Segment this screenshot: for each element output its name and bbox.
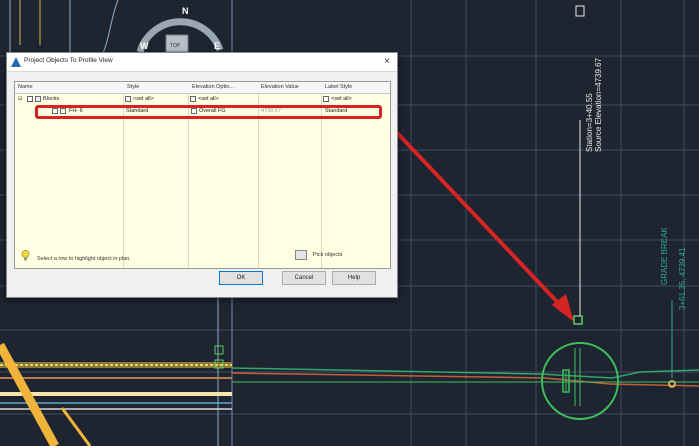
lightbulb-icon (21, 250, 30, 261)
column-header-label-style[interactable]: Label Style (325, 84, 353, 90)
cancel-button[interactable]: Cancel (282, 271, 326, 285)
block-icon (35, 96, 41, 102)
table-row[interactable]: FH- 6 Standard Overall FG 4739.67' Stand… (15, 106, 390, 116)
source-elevation-label: Source Elevation=4739.67 (594, 57, 603, 152)
object-icon (52, 108, 58, 114)
view-cube-top[interactable]: TOP (170, 43, 181, 49)
app-icon (11, 57, 21, 67)
compass-north: N (182, 6, 189, 16)
column-header-elevation-option[interactable]: Elevation Optio... (192, 84, 234, 90)
help-button[interactable]: Help (332, 271, 376, 285)
checkbox-icon[interactable] (60, 108, 66, 114)
row-name: Blocks (43, 96, 60, 102)
row-label-style[interactable]: <set all> (331, 96, 352, 102)
table-header: Name Style Elevation Optio... Elevation … (15, 82, 390, 94)
view-cube[interactable]: N W E TOP (136, 6, 224, 54)
row-elevation-option[interactable]: <set all> (198, 96, 219, 102)
elevation-option-icon (190, 96, 196, 102)
close-icon[interactable]: × (384, 56, 390, 67)
row-style[interactable]: <set all> (133, 96, 154, 102)
expand-icon[interactable]: ⊟ (18, 96, 23, 102)
project-objects-dialog: Project Objects To Profile View × Name S… (6, 52, 398, 298)
hydrant-symbol[interactable] (541, 315, 619, 420)
column-header-elevation-value[interactable]: Elevation Value (261, 84, 299, 90)
profile-bands (0, 342, 232, 446)
table-row[interactable]: ⊟ Blocks <set all> <set all> <set all> (15, 94, 390, 104)
ok-button[interactable]: OK (219, 271, 263, 285)
compass-east: E (214, 41, 220, 51)
checkbox-icon[interactable] (27, 96, 33, 102)
row-elevation-option[interactable]: Overall FG (199, 108, 226, 114)
grade-break-label: GRADE BREAK (660, 227, 669, 285)
surface-icon (191, 108, 197, 114)
compass-west: W (140, 41, 149, 51)
grade-break-station: 3+61.35, 4739.41 (678, 247, 687, 310)
station-label: Station=3+40.55 (585, 93, 594, 152)
label-style-icon (323, 96, 329, 102)
column-header-style[interactable]: Style (127, 84, 140, 90)
objects-table: Name Style Elevation Optio... Elevation … (14, 81, 391, 269)
hint-text: Select a row to highlight object in plan… (37, 256, 131, 262)
dialog-titlebar[interactable]: Project Objects To Profile View × (7, 53, 397, 72)
pick-objects-label: Pick objects (313, 252, 343, 258)
row-style[interactable]: Standard (126, 108, 149, 114)
callout-arrow (381, 116, 574, 322)
dialog-title: Project Objects To Profile View (24, 57, 113, 64)
column-header-name[interactable]: Name (18, 84, 33, 90)
row-name: FH- 6 (69, 108, 83, 114)
row-label-style[interactable]: Standard (325, 108, 348, 114)
highlight-box (35, 105, 382, 119)
row-elevation-value[interactable]: 4739.67' (261, 108, 282, 114)
pick-objects-icon[interactable] (295, 250, 307, 260)
style-icon (125, 96, 131, 102)
